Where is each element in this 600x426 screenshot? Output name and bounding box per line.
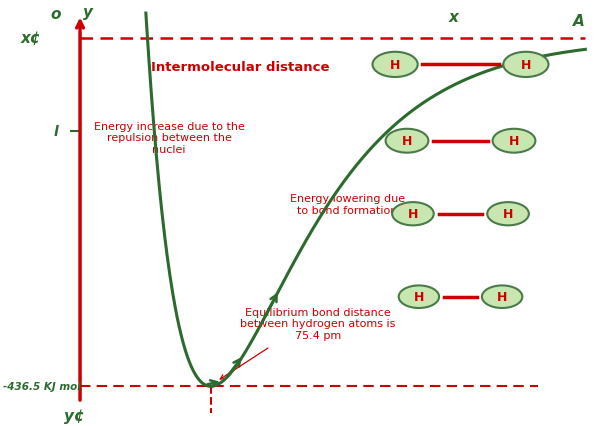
Text: Equilibrium bond distance
between hydrogen atoms is
75.4 pm: Equilibrium bond distance between hydrog… — [240, 307, 395, 340]
Text: x¢: x¢ — [20, 31, 41, 46]
Text: Energy increase due to the
repulsion between the
nuclei: Energy increase due to the repulsion bet… — [94, 121, 245, 155]
Text: H: H — [521, 59, 531, 72]
Circle shape — [398, 286, 439, 308]
Text: H: H — [414, 291, 424, 303]
Text: Energy lowering due
to bond formation: Energy lowering due to bond formation — [290, 193, 405, 215]
Text: -436.5 KJ mol: -436.5 KJ mol — [3, 381, 80, 391]
Text: y: y — [83, 5, 93, 20]
Text: y¢: y¢ — [64, 408, 85, 423]
Text: H: H — [503, 208, 513, 221]
Circle shape — [392, 203, 434, 226]
Circle shape — [503, 53, 548, 78]
Circle shape — [373, 53, 418, 78]
Circle shape — [487, 203, 529, 226]
Text: x: x — [449, 10, 458, 25]
Text: A: A — [574, 14, 585, 29]
Text: H: H — [497, 291, 507, 303]
Text: o: o — [50, 7, 61, 22]
Text: H: H — [408, 208, 418, 221]
Text: H: H — [390, 59, 400, 72]
Circle shape — [493, 130, 535, 153]
Text: H: H — [509, 135, 519, 148]
Text: H: H — [402, 135, 412, 148]
Circle shape — [482, 286, 523, 308]
Text: l: l — [53, 124, 58, 138]
Circle shape — [386, 130, 428, 153]
Text: Intermolecular distance: Intermolecular distance — [151, 60, 330, 73]
